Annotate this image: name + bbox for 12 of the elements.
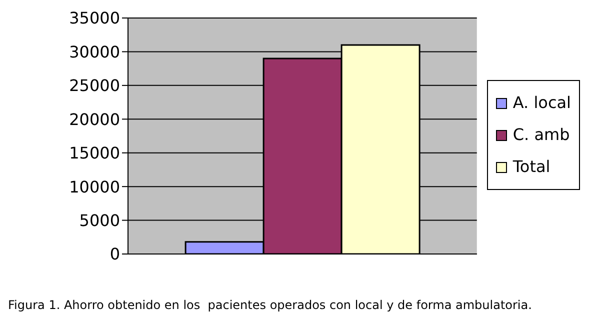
y-tick-label: 30000 [69, 42, 120, 62]
y-tick-label: 10000 [69, 177, 120, 196]
y-tick-label: 25000 [69, 76, 120, 96]
y-tick-label: 15000 [69, 144, 120, 163]
y-tick-label: 20000 [69, 110, 120, 129]
y-tick-label: 0 [110, 244, 120, 264]
legend-label: C. amb [512, 124, 571, 146]
legend-label: Total [512, 156, 552, 178]
y-tick-label: 5000 [79, 210, 120, 230]
y-tick-label: 35000 [69, 8, 120, 28]
text: Figura 1. Ahorro obtenido en los pacientes operados con local y de forma ambulatoria. [8, 298, 533, 312]
legend-label: A. local [512, 92, 571, 114]
